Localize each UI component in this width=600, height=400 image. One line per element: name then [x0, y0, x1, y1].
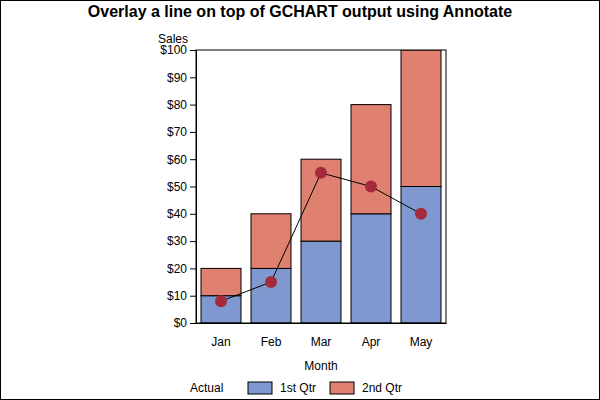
- y-tick-mark: [190, 323, 196, 324]
- bar: [351, 214, 391, 323]
- bar: [251, 214, 291, 269]
- y-tick: $40: [167, 207, 196, 221]
- bar: [201, 296, 241, 323]
- legend-label: 1st Qtr: [280, 381, 316, 395]
- marker: [215, 295, 227, 307]
- bar: [301, 159, 341, 241]
- y-tick-label: $10: [167, 289, 187, 303]
- bar: [401, 187, 441, 324]
- x-tick-label: Feb: [261, 335, 282, 349]
- legend-title: Actual: [190, 381, 223, 395]
- marker: [365, 181, 377, 193]
- legend-swatch: [330, 382, 354, 394]
- plot-frame: [196, 50, 446, 323]
- y-tick-mark: [190, 132, 196, 133]
- line: [221, 173, 421, 301]
- y-tick: $30: [167, 234, 196, 248]
- x-axis: Jan Feb Mar Apr May: [197, 323, 447, 349]
- y-tick-mark: [190, 296, 196, 297]
- plot: $0$10$20$30$40$50$60$70$80$90$100JanFebM…: [160, 43, 446, 348]
- y-tick-label: $80: [167, 98, 187, 112]
- figure-border: [1, 1, 600, 400]
- y-tick-label: $30: [167, 234, 187, 248]
- marker: [265, 276, 277, 288]
- y-tick-label: $20: [167, 262, 187, 276]
- legend-swatch: [248, 382, 272, 394]
- bar: [351, 105, 391, 214]
- title: Overlay a line on top of GCHART output u…: [88, 3, 512, 20]
- y-tick-mark: [190, 77, 196, 78]
- marks: [201, 50, 441, 323]
- bar: [401, 50, 441, 187]
- x-axis-line: [197, 323, 447, 324]
- y-axis-line: [190, 51, 197, 324]
- y-tick-mark: [190, 268, 196, 269]
- x-tick: Jan: [211, 323, 230, 349]
- legend: Actual 1st Qtr 2nd Qtr: [190, 381, 402, 395]
- chart: Overlay a line on top of GCHART output u…: [0, 0, 600, 400]
- bar: [251, 268, 291, 323]
- y-axis: $0$10$20$30$40$50$60$70$80$90$100: [160, 43, 196, 330]
- x-tick-label: Jan: [211, 335, 230, 349]
- bar: [201, 268, 241, 295]
- y-tick: $0: [174, 316, 196, 330]
- marker: [315, 167, 327, 179]
- y-tick-mark: [190, 159, 196, 160]
- y-tick-label: $70: [167, 125, 187, 139]
- y-tick-mark: [190, 105, 196, 106]
- y-axis-title: Sales: [158, 32, 188, 46]
- y-tick-label: $90: [167, 71, 187, 85]
- y-tick: $70: [167, 125, 196, 139]
- y-tick-mark: [190, 214, 196, 215]
- y-tick-label: $40: [167, 207, 187, 221]
- legend-label: 2nd Qtr: [362, 381, 402, 395]
- x-tick-label: May: [410, 335, 433, 349]
- x-tick: Apr: [362, 323, 381, 349]
- bar: [301, 241, 341, 323]
- y-tick: $20: [167, 262, 196, 276]
- x-tick-label: Apr: [362, 335, 381, 349]
- y-tick-label: $0: [174, 316, 188, 330]
- y-tick-mark: [190, 241, 196, 242]
- y-tick-label: $50: [167, 180, 187, 194]
- y-tick: $80: [167, 98, 196, 112]
- x-tick: May: [410, 323, 433, 349]
- x-tick-label: Mar: [311, 335, 332, 349]
- y-tick-label: $60: [167, 153, 187, 167]
- marker: [415, 208, 427, 220]
- y-tick: $50: [167, 180, 196, 194]
- y-tick: $10: [167, 289, 196, 303]
- y-tick-mark: [190, 50, 196, 51]
- y-tick-mark: [190, 187, 196, 188]
- x-tick: Feb: [261, 323, 282, 349]
- y-tick: $90: [167, 71, 196, 85]
- x-axis-title: Month: [304, 359, 337, 373]
- x-tick: Mar: [311, 323, 332, 349]
- y-tick: $60: [167, 153, 196, 167]
